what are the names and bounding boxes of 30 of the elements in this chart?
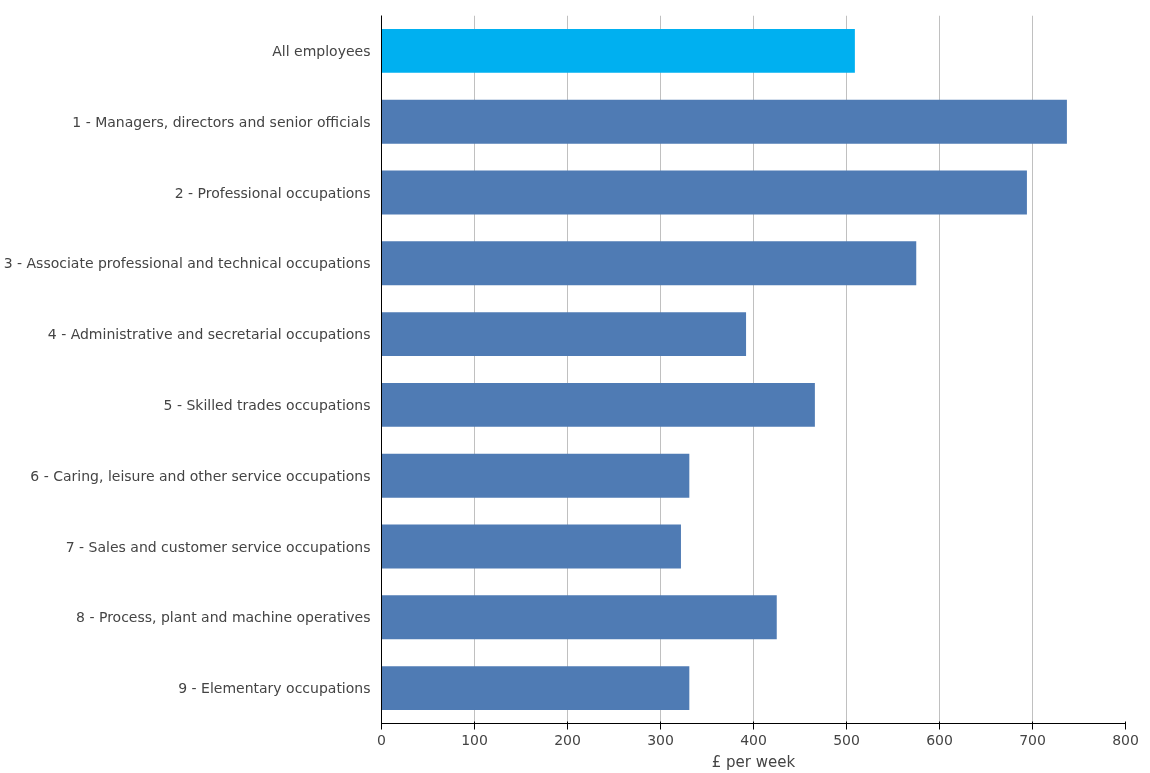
- y-tick-label: All employees: [272, 42, 371, 59]
- bar: [381, 312, 747, 357]
- x-tick-label: 500: [833, 731, 860, 748]
- x-tick-label: 400: [740, 731, 767, 748]
- x-tick-label: 700: [1019, 731, 1046, 748]
- bar: [381, 170, 1027, 215]
- y-tick-label: 1 - Managers, directors and senior officials: [72, 113, 371, 130]
- y-tick-label: 4 - Administrative and secretarial occupations: [47, 326, 371, 343]
- y-tick-label: 9 - Elementary occupations: [178, 680, 371, 697]
- y-tick-label: 3 - Associate professional and technical occupations: [3, 255, 371, 272]
- y-tick-label: 2 - Professional occupations: [174, 184, 371, 201]
- bar: [381, 382, 815, 427]
- x-tick-label: 0: [377, 731, 386, 748]
- bar: [381, 99, 1067, 144]
- bar: [381, 595, 777, 640]
- y-tick-label: 5 - Skilled trades occupations: [163, 396, 371, 413]
- x-tick-label: 200: [554, 731, 581, 748]
- x-axis-title: £ per week: [711, 752, 796, 771]
- x-tick-label: 300: [647, 731, 674, 748]
- x-tick-label: 600: [926, 731, 953, 748]
- x-tick-label: 800: [1112, 731, 1139, 748]
- y-tick-label: 7 - Sales and customer service occupations: [65, 538, 371, 555]
- x-tick-label: 100: [461, 731, 488, 748]
- bar: [381, 666, 690, 711]
- bar: [381, 28, 855, 73]
- y-tick-label: 8 - Process, plant and machine operatives: [76, 609, 371, 626]
- bar: [381, 241, 917, 286]
- y-tick-label: 6 - Caring, leisure and other service occupations: [30, 467, 371, 484]
- bar: [381, 524, 681, 569]
- bar: [381, 453, 690, 498]
